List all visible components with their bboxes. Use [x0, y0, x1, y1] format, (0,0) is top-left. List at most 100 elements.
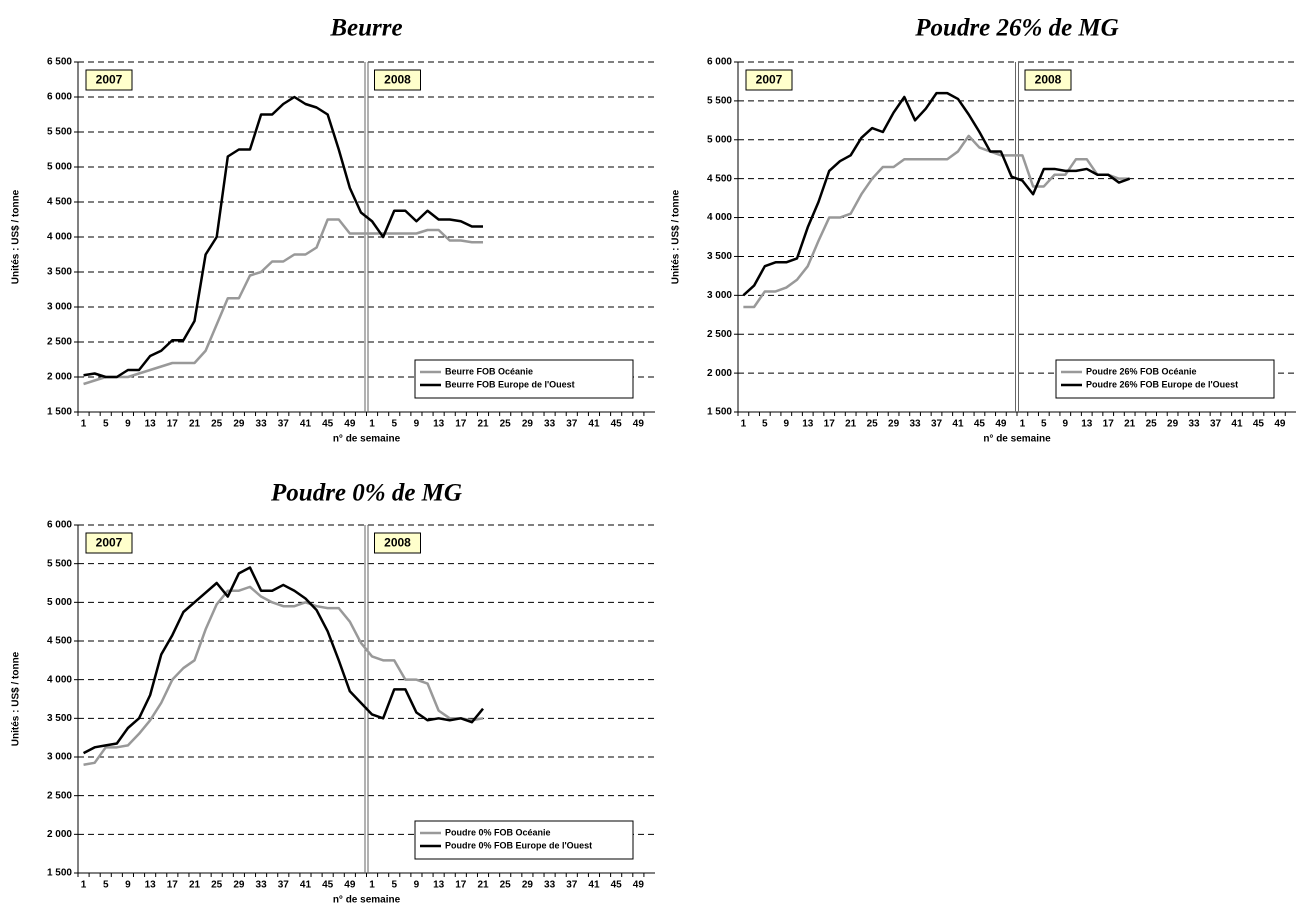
- x-tick-label: 9: [125, 880, 131, 891]
- x-tick-label: 13: [433, 880, 445, 891]
- y-tick-label: 2 000: [707, 368, 732, 379]
- legend-label: Poudre 26% FOB Europe de l'Ouest: [1086, 379, 1238, 389]
- y-tick-label: 3 500: [47, 267, 72, 278]
- x-tick-label: 37: [278, 419, 290, 430]
- x-tick-label: 49: [995, 419, 1007, 430]
- year-box: [85, 532, 133, 554]
- y-tick-label: 6 000: [47, 520, 72, 531]
- x-tick-label: 17: [167, 419, 179, 430]
- x-tick-label: 5: [391, 419, 397, 430]
- year-box: [85, 69, 133, 91]
- year-label: 2007: [756, 73, 783, 87]
- x-axis-label: n° de semaine: [333, 434, 401, 445]
- y-tick-label: 4 500: [707, 173, 732, 184]
- x-tick-label: 1: [369, 880, 375, 891]
- x-tick-label: 25: [211, 419, 223, 430]
- chart-title: Poudre 26% de MG: [914, 15, 1118, 42]
- x-tick-label: 41: [588, 880, 600, 891]
- y-tick-label: 5 000: [47, 597, 72, 608]
- x-tick-label: 9: [1063, 419, 1069, 430]
- x-tick-label: 5: [103, 419, 109, 430]
- y-tick-label: 5 000: [47, 162, 72, 173]
- x-tick-label: 9: [784, 419, 790, 430]
- y-tick-label: 5 500: [47, 127, 72, 138]
- x-tick-label: 5: [391, 880, 397, 891]
- data-line: [83, 95, 484, 379]
- chart-title: Poudre 0% de MG: [270, 480, 462, 507]
- year-box: [745, 69, 793, 91]
- x-tick-label: 13: [433, 419, 445, 430]
- x-tick-label: 37: [278, 880, 290, 891]
- x-tick-label: 25: [867, 419, 879, 430]
- y-tick-label: 1 500: [47, 407, 72, 418]
- plot-area: [738, 62, 1296, 412]
- x-tick-label: 21: [189, 419, 201, 430]
- x-tick-label: 29: [522, 880, 534, 891]
- x-tick-label: 1: [1020, 419, 1026, 430]
- x-tick-label: 29: [522, 419, 534, 430]
- x-tick-label: 33: [256, 880, 268, 891]
- y-tick-label: 4 000: [707, 212, 732, 223]
- x-tick-label: 25: [500, 419, 512, 430]
- x-tick-label: 41: [588, 419, 600, 430]
- y-tick-label: 6 500: [47, 57, 72, 68]
- y-tick-label: 4 500: [47, 636, 72, 647]
- data-line: [743, 134, 1130, 309]
- x-tick-label: 9: [125, 419, 131, 430]
- x-tick-label: 49: [344, 880, 356, 891]
- x-tick-label: 17: [824, 419, 836, 430]
- y-tick-label: 1 500: [707, 407, 732, 418]
- year-label: 2008: [384, 73, 411, 87]
- x-tick-label: 25: [500, 880, 512, 891]
- y-tick-label: 5 500: [707, 96, 732, 107]
- x-tick-label: 1: [369, 419, 375, 430]
- x-tick-label: 29: [233, 880, 245, 891]
- legend-label: Poudre 26% FOB Océanie: [1086, 366, 1197, 376]
- x-tick-label: 49: [1274, 419, 1286, 430]
- y-tick-label: 2 500: [707, 329, 732, 340]
- year-box: [1024, 69, 1072, 91]
- legend-box: [414, 820, 634, 860]
- legend-label: Poudre 0% FOB Océanie: [445, 827, 551, 837]
- x-tick-label: 33: [909, 419, 921, 430]
- y-axis-label: Unités : US$ / tonne: [11, 651, 22, 746]
- x-tick-label: 17: [455, 419, 467, 430]
- x-tick-label: 45: [322, 419, 334, 430]
- y-tick-label: 5 000: [707, 134, 732, 145]
- x-tick-label: 45: [1253, 419, 1265, 430]
- x-tick-label: 49: [344, 419, 356, 430]
- x-tick-label: 33: [544, 419, 556, 430]
- y-tick-label: 2 500: [47, 337, 72, 348]
- x-tick-label: 13: [145, 880, 157, 891]
- y-tick-label: 1 500: [47, 868, 72, 879]
- x-tick-label: 37: [931, 419, 943, 430]
- year-box: [374, 532, 421, 554]
- x-tick-label: 37: [566, 419, 578, 430]
- x-tick-label: 21: [477, 880, 489, 891]
- plot-area: [78, 525, 655, 873]
- x-tick-label: 41: [300, 880, 312, 891]
- legend-label: Poudre 0% FOB Europe de l'Ouest: [445, 840, 592, 850]
- y-tick-label: 5 500: [47, 558, 72, 569]
- x-tick-label: 1: [741, 419, 747, 430]
- x-tick-label: 21: [477, 419, 489, 430]
- x-axis-label: n° de semaine: [983, 434, 1051, 445]
- data-line: [83, 218, 484, 386]
- y-tick-label: 4 000: [47, 232, 72, 243]
- x-tick-label: 45: [611, 880, 623, 891]
- x-tick-label: 1: [81, 419, 87, 430]
- legend-label: Beurre FOB Europe de l'Ouest: [445, 379, 575, 389]
- y-tick-label: 6 000: [47, 92, 72, 103]
- x-tick-label: 45: [322, 880, 334, 891]
- year-box: [374, 69, 421, 91]
- y-tick-label: 2 500: [47, 790, 72, 801]
- x-tick-label: 45: [974, 419, 986, 430]
- y-tick-label: 4 000: [47, 674, 72, 685]
- x-tick-label: 37: [566, 880, 578, 891]
- x-tick-label: 17: [167, 880, 179, 891]
- year-label: 2007: [96, 73, 123, 87]
- x-tick-label: 41: [952, 419, 964, 430]
- x-tick-label: 13: [802, 419, 814, 430]
- y-tick-label: 3 000: [707, 290, 732, 301]
